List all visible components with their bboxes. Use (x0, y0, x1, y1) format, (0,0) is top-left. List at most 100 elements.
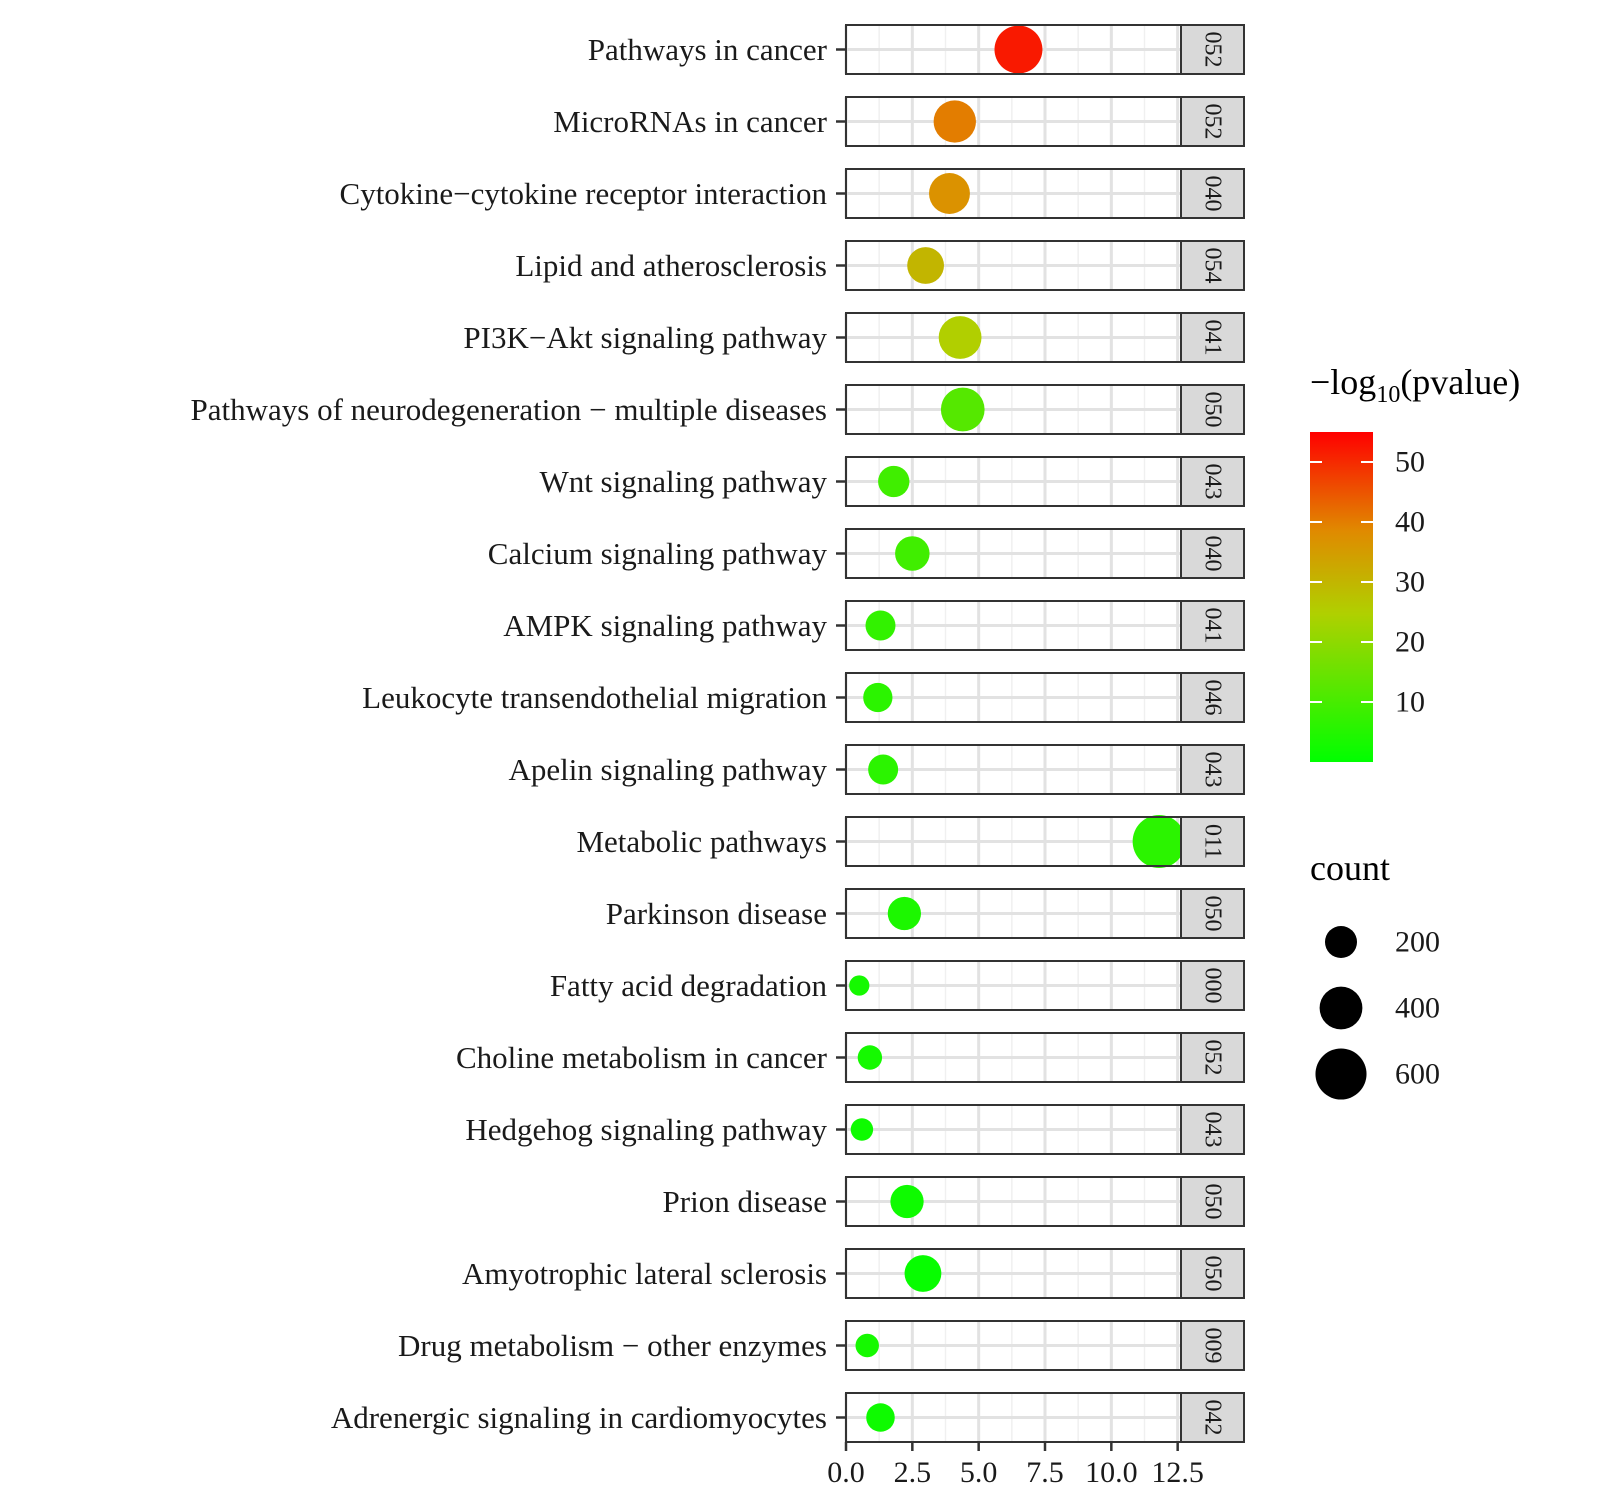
size-legend-key (1315, 1048, 1367, 1100)
size-legend-label: 400 (1395, 992, 1440, 1025)
facet-strip (1181, 1105, 1244, 1154)
panel-row: 000 Fatty acid degradation (550, 960, 1245, 1011)
panel-row: 042 Adrenergic signaling in cardiomyocyte… (331, 1392, 1245, 1443)
panel-row: 043 Hedgehog signaling pathway (465, 1104, 1245, 1155)
y-tick-label: Choline metabolism in cancer (456, 1040, 828, 1075)
facet-strip (1181, 817, 1244, 866)
panel-row: 052 MicroRNAs in cancer (553, 96, 1245, 147)
panel-row: 046 Leukocyte transendothelial migration (362, 672, 1245, 723)
panel-row: 052 Choline metabolism in cancer (456, 1032, 1245, 1083)
facet-strip (1181, 457, 1244, 506)
facet-strip (1181, 385, 1244, 434)
data-point (863, 682, 893, 713)
y-tick-label: Lipid and atherosclerosis (515, 248, 827, 283)
facet-strip-label: 043 (1200, 752, 1226, 788)
color-bar-label: 50 (1395, 446, 1425, 479)
color-bar-ticks: 50 40 30 20 10 (1310, 446, 1425, 719)
y-tick-label: Metabolic pathways (576, 824, 827, 859)
facet-strip (1181, 241, 1244, 290)
data-point (907, 247, 944, 284)
facet-strip-label: 052 (1200, 32, 1226, 68)
facet-strip (1181, 313, 1244, 362)
panel-row: 040 Calcium signaling pathway (488, 528, 1245, 579)
facet-strip (1181, 1177, 1244, 1226)
data-point (1132, 815, 1186, 868)
y-tick-label: AMPK signaling pathway (503, 608, 827, 643)
panel-row: 054 Lipid and atherosclerosis (515, 240, 1245, 291)
panel-row: 050 Amyotrophic lateral sclerosis (462, 1248, 1245, 1299)
size-legend-key (1324, 925, 1358, 959)
panel-row: 043 Wnt signaling pathway (539, 456, 1245, 507)
facet-strip (1181, 889, 1244, 938)
data-point (890, 1184, 924, 1219)
size-legend-keys: 200 400 600 (1315, 926, 1440, 1100)
panel-row: 009 Drug metabolism − other enzymes (398, 1320, 1245, 1371)
x-tick-label: 5.0 (960, 1456, 998, 1489)
y-tick-label: Pathways in cancer (588, 32, 828, 67)
color-bar-label: 20 (1395, 626, 1425, 659)
facet-strip-label: 050 (1200, 1256, 1226, 1292)
facet-strip-label: 050 (1200, 1184, 1226, 1220)
facet-strip-label: 041 (1200, 320, 1226, 356)
panel-row: 041 PI3K−Akt signaling pathway (463, 312, 1245, 363)
data-point (849, 975, 870, 996)
data-point (850, 1118, 874, 1141)
panel-row: 041 AMPK signaling pathway (503, 600, 1245, 651)
x-tick-label: 2.5 (894, 1456, 932, 1489)
y-tick-label: Fatty acid degradation (550, 968, 828, 1003)
y-tick-label: Drug metabolism − other enzymes (398, 1328, 827, 1363)
x-tick-label: 10.0 (1085, 1456, 1138, 1489)
facet-strip (1181, 1033, 1244, 1082)
facet-strip-label: 052 (1200, 1040, 1226, 1076)
facet-strip (1181, 673, 1244, 722)
y-tick-label: Pathways of neurodegeneration − multiple… (191, 392, 827, 427)
panel-rows: 052 Pathways in cancer 052 MicroRNAs in can… (191, 24, 1245, 1443)
data-point (933, 100, 976, 143)
y-tick-label: Prion disease (663, 1184, 827, 1219)
data-point (855, 1333, 879, 1358)
facet-strip-label: 043 (1200, 1112, 1226, 1148)
size-legend-title: count (1310, 848, 1390, 888)
facet-strip-label: 009 (1200, 1328, 1226, 1364)
size-legend: count 200 400 600 (1310, 848, 1440, 1100)
facet-strip-label: 043 (1200, 464, 1226, 500)
facet-strip (1181, 961, 1244, 1010)
size-legend-label: 600 (1395, 1058, 1440, 1091)
data-point (994, 25, 1043, 74)
panel-row: 040 Cytokine−cytokine receptor interactio… (340, 168, 1245, 219)
facet-strip (1181, 745, 1244, 794)
y-tick-label: Adrenergic signaling in cardiomyocytes (331, 1400, 827, 1435)
facet-strip (1181, 601, 1244, 650)
color-legend: −log10(pvalue) 50 40 30 20 10 (1310, 362, 1520, 762)
facet-strip (1181, 1393, 1244, 1442)
data-point (865, 610, 896, 641)
panel-row: 050 Parkinson disease (606, 888, 1245, 939)
x-tick-label: 12.5 (1151, 1456, 1204, 1489)
size-legend-key (1319, 986, 1363, 1030)
facet-strip-label: 046 (1200, 680, 1226, 716)
facet-strip-label: 011 (1200, 824, 1226, 859)
facet-strip-label: 052 (1200, 104, 1226, 140)
facet-strip (1181, 1249, 1244, 1298)
y-tick-label: Amyotrophic lateral sclerosis (462, 1256, 827, 1291)
y-tick-label: Calcium signaling pathway (488, 536, 828, 571)
facet-strip-label: 050 (1200, 896, 1226, 932)
facet-strip-label: 054 (1200, 248, 1226, 284)
x-tick-label: 0.0 (827, 1456, 865, 1489)
size-legend-label: 200 (1395, 926, 1440, 959)
facet-strip-label: 042 (1200, 1400, 1226, 1436)
facet-strip-label: 000 (1200, 968, 1226, 1004)
data-point (895, 536, 930, 571)
y-tick-label: Apelin signaling pathway (508, 752, 827, 787)
data-point (868, 754, 899, 785)
data-point (887, 896, 922, 931)
facet-strip-label: 050 (1200, 392, 1226, 428)
facet-strip-label: 040 (1200, 536, 1226, 572)
color-bar (1310, 432, 1373, 762)
panel-row: 050 Pathways of neurodegeneration − multi… (191, 384, 1245, 435)
facet-strip (1181, 97, 1244, 146)
data-point (929, 173, 970, 214)
y-tick-label: PI3K−Akt signaling pathway (463, 320, 827, 355)
y-tick-label: Leukocyte transendothelial migration (362, 680, 827, 715)
